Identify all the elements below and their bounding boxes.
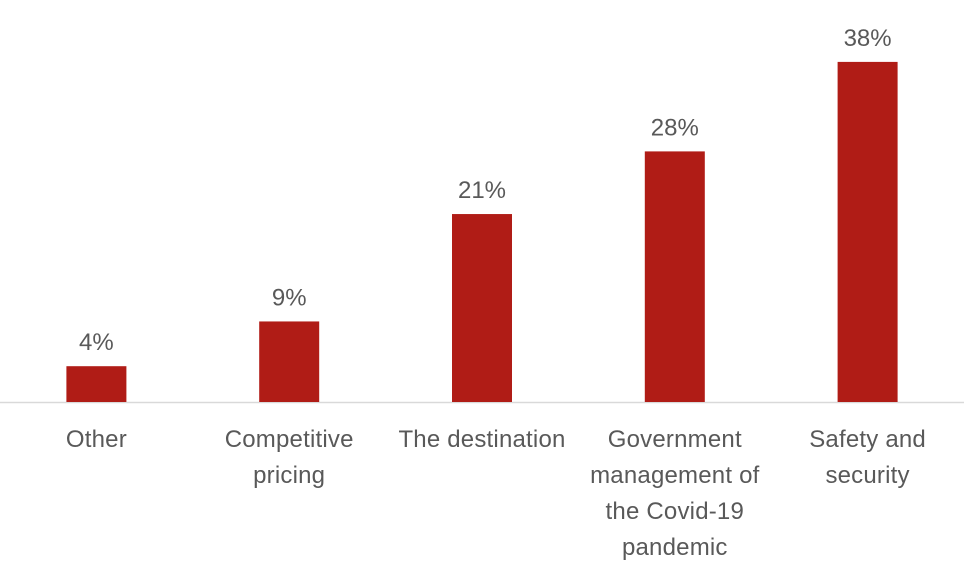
category-label-line: Other xyxy=(65,426,127,453)
category-label-1: Competitive pricing xyxy=(194,422,384,494)
data-label-0: 4% xyxy=(79,329,114,356)
category-label-line: Government xyxy=(607,426,742,453)
category-label-line: pandemic xyxy=(621,534,728,561)
category-label-line: pricing xyxy=(253,462,326,489)
category-label-line: the Covid-19 xyxy=(605,498,745,525)
data-label-1: 9% xyxy=(272,284,307,311)
category-label-4: Safety and security xyxy=(773,422,963,494)
category-label-line: security xyxy=(825,462,910,489)
bar-3 xyxy=(644,151,705,402)
category-label-2: The destination xyxy=(387,422,577,458)
data-label-3: 28% xyxy=(651,114,699,141)
bar-4 xyxy=(837,61,898,403)
category-label-0: Other xyxy=(1,422,191,458)
data-label-4: 38% xyxy=(844,25,892,52)
bar-2 xyxy=(452,214,512,402)
data-label-2: 21% xyxy=(458,177,506,204)
bar-0 xyxy=(66,366,127,402)
category-label-3: Government management of the Covid-19 pande… xyxy=(580,422,770,566)
category-label-line: management of xyxy=(590,462,760,489)
category-label-line: The destination xyxy=(398,426,566,453)
category-label-line: Safety and xyxy=(809,426,926,453)
bar-1 xyxy=(259,321,320,402)
category-label-line: Competitive xyxy=(224,426,354,453)
